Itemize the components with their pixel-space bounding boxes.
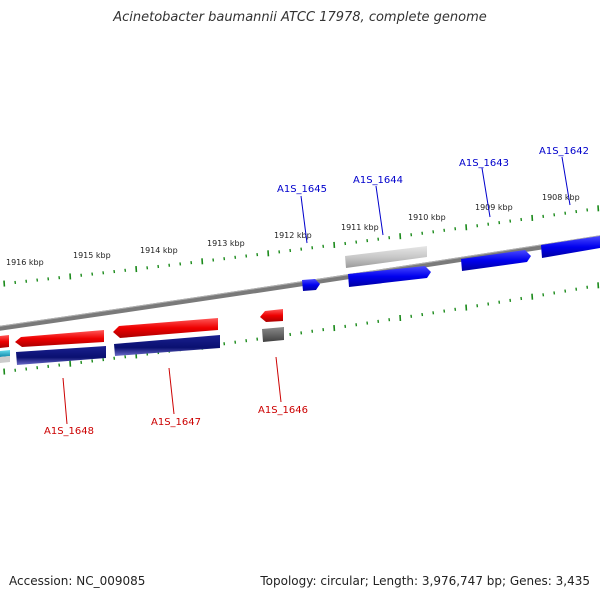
scale-label-1913: 1913 kbp [207,239,245,248]
scale-label-1911: 1911 kbp [341,223,379,232]
gene-A1S_1646[interactable] [260,309,283,322]
gene-label-A1S_1648: A1S_1648 [44,426,94,437]
scale-label-1916: 1916 kbp [6,258,44,267]
gene-labels: A1S_1645 A1S_1644 A1S_1643 A1S_1642 A1S_… [44,146,589,437]
accession-text: Accession: NC_009085 [9,574,146,588]
scale-label-1914: 1914 kbp [140,246,178,255]
feature-lightgray-small [0,356,10,363]
gene-label-A1S_1647: A1S_1647 [151,417,201,428]
orf-band-1 [16,346,106,365]
scale-label-1909: 1909 kbp [475,203,513,212]
forward-features [302,236,600,291]
figure-title: Acinetobacter baumannii ATCC 17978, comp… [113,10,487,25]
outer-tick-ring [3,205,600,287]
scale-label-1915: 1915 kbp [73,251,111,260]
feature-gray-light[interactable] [345,246,427,268]
reverse-features [0,309,284,365]
topology-text: Topology: circular; Length: 3,976,747 bp… [260,574,590,588]
scale-labels: 1916 kbp 1915 kbp 1914 kbp 1913 kbp 1912… [6,193,580,267]
scale-label-1908: 1908 kbp [542,193,580,202]
gene-label-A1S_1646: A1S_1646 [258,405,308,416]
gene-A1S_1645[interactable] [302,279,320,291]
orf-band-2 [114,335,220,356]
scale-label-1910: 1910 kbp [408,213,446,222]
label-leaders [62,156,571,425]
scale-label-1912: 1912 kbp [274,231,312,240]
feature-gray-dark[interactable] [262,327,284,342]
gene-label-A1S_1645: A1S_1645 [277,184,327,195]
gene-left-edge[interactable] [0,335,9,348]
gene-A1S_1648[interactable] [15,330,104,347]
gene-A1S_1643[interactable] [461,250,531,271]
gene-label-A1S_1643: A1S_1643 [459,158,509,169]
gene-A1S_1647[interactable] [113,318,218,338]
gene-A1S_1644[interactable] [348,266,431,287]
feature-cyan[interactable] [0,350,10,357]
gene-A1S_1642[interactable] [541,236,600,258]
gene-label-A1S_1644: A1S_1644 [353,175,403,186]
inner-tick-ring [3,282,600,375]
gene-label-A1S_1642: A1S_1642 [539,146,589,157]
genome-backbone [0,235,600,331]
